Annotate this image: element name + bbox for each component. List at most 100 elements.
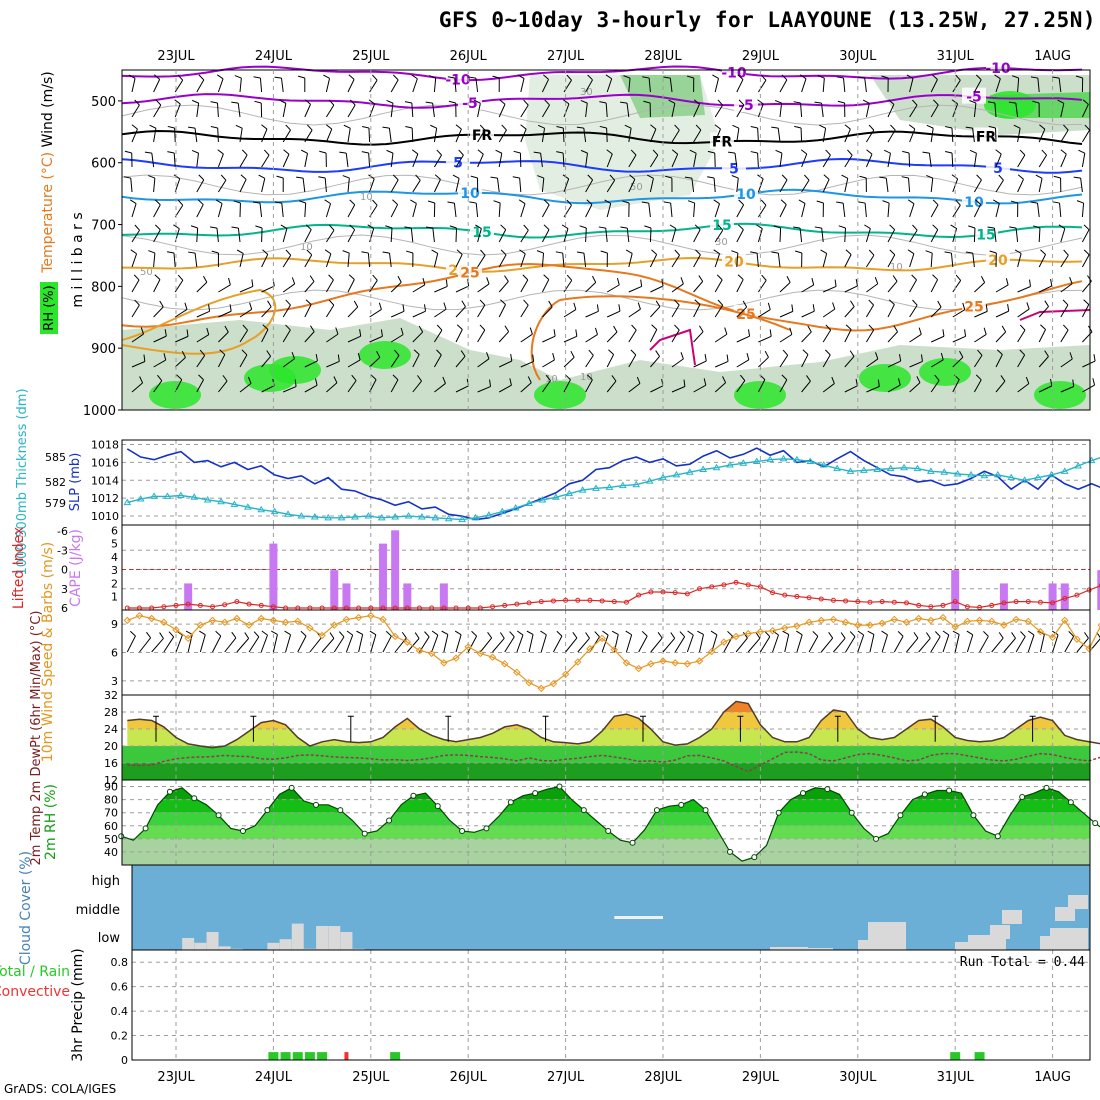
thickness-marker xyxy=(672,470,681,478)
wind-barb-flag xyxy=(670,632,676,639)
wind-barb xyxy=(388,128,392,143)
wind-barb-flag xyxy=(897,631,904,637)
wind-barb xyxy=(325,128,333,143)
wind-barb-flag xyxy=(814,101,822,104)
wind-barb-flag xyxy=(274,76,282,79)
rh-marker xyxy=(702,807,709,814)
thickness-marker xyxy=(900,463,908,471)
wind-speed-marker xyxy=(683,660,692,668)
wind-barb-flag xyxy=(1005,278,1009,286)
wind-barb-flag xyxy=(335,327,339,335)
wind-barb-flag xyxy=(994,74,1001,80)
wind-barb-flag xyxy=(262,324,269,330)
wind-barb xyxy=(174,127,176,143)
wind-barb xyxy=(995,179,1004,193)
wind-barb xyxy=(563,79,572,93)
wind-barb xyxy=(153,380,163,393)
surface-wind-barb xyxy=(893,636,904,653)
stability-frame xyxy=(121,524,1091,611)
rh-marker xyxy=(726,848,733,855)
wind-barb-flag xyxy=(208,304,211,312)
wind-barb-flag xyxy=(413,349,420,355)
wind-barb-flag xyxy=(469,201,477,204)
wind-barb-flag xyxy=(1020,631,1026,637)
surface-wind-barb xyxy=(1039,634,1045,653)
wind-barb xyxy=(1038,178,1043,193)
wind-barb-flag xyxy=(361,151,369,154)
wind-barb xyxy=(714,229,724,243)
wind-barb-flag xyxy=(425,226,433,229)
pressure-tick-label: 700 xyxy=(91,219,116,234)
wind-barb-flag xyxy=(964,329,967,337)
wind-barb xyxy=(389,253,392,268)
wind-barb-flag xyxy=(385,630,392,637)
wind-barb xyxy=(174,103,181,118)
wind-barb xyxy=(779,379,788,393)
pressure-tick-label: 800 xyxy=(91,280,116,295)
surface-wind-barb xyxy=(163,636,175,653)
wind-barb-flag xyxy=(467,279,470,287)
wind-barb-flag xyxy=(134,224,140,231)
wind-barb xyxy=(1060,228,1066,243)
surface-wind-barb xyxy=(674,636,686,653)
wind-barb-flag xyxy=(173,174,181,180)
wind-barb-flag xyxy=(199,630,206,636)
wind-barb-flag xyxy=(490,176,498,179)
wind-barb-flag xyxy=(942,630,950,636)
rh-marker xyxy=(507,799,514,806)
wind-speed-marker xyxy=(537,684,545,693)
wind-barb-flag xyxy=(728,151,736,154)
wind-barb-flag xyxy=(544,99,550,106)
surface-wind-barb xyxy=(492,638,505,653)
contour-label-bg xyxy=(986,250,1010,267)
wind-barb-flag xyxy=(1035,174,1043,179)
wind-barb xyxy=(520,203,526,218)
wind-speed-marker xyxy=(1024,617,1032,626)
wind-barb xyxy=(542,335,556,343)
contour-label-bg xyxy=(734,185,758,202)
precip-frame xyxy=(131,949,1091,1061)
date-label-bottom: 30JUL xyxy=(839,1070,877,1085)
wind-barb-flag xyxy=(952,630,960,635)
wind-barb-flag xyxy=(831,376,835,384)
wind-barb-flag xyxy=(983,631,989,637)
low-cloud-bar xyxy=(303,948,316,950)
wind-speed-marker xyxy=(294,617,302,626)
wind-barb xyxy=(779,153,783,168)
wind-barb xyxy=(995,380,1006,393)
wind-barb-flag xyxy=(874,277,879,284)
wind-barb-flag xyxy=(1057,99,1065,104)
surface-wind-barb xyxy=(1064,636,1075,653)
wind-barb xyxy=(628,329,637,343)
wind-speed-marker xyxy=(829,615,838,624)
surface-wind-barb xyxy=(431,634,439,653)
wind-barb xyxy=(153,306,164,318)
low-cloud-bar xyxy=(868,922,906,950)
wind-barb-flag xyxy=(306,124,313,131)
wind-barb-flag xyxy=(124,150,132,154)
thickness-marker xyxy=(404,512,413,519)
wind-barb-flag xyxy=(1072,379,1075,387)
wind-barb-flag xyxy=(945,151,953,154)
wind-barb-flag xyxy=(198,174,205,181)
wind-barb xyxy=(131,333,144,343)
lifted-index-marker xyxy=(258,602,264,608)
wind-barb xyxy=(930,178,934,193)
wind-barb xyxy=(390,379,399,393)
wind-barb xyxy=(800,103,803,118)
wind-barb-flag xyxy=(771,251,779,254)
wind-barb-flag xyxy=(859,175,867,179)
wind-barb-flag xyxy=(191,99,199,104)
date-label-top: 23JUL xyxy=(157,49,195,64)
wind-barb-flag xyxy=(154,74,160,80)
wind-barb xyxy=(822,253,828,268)
wind-barb-flag xyxy=(912,99,918,106)
cloud-level-label: middle xyxy=(76,903,120,918)
precip-tick-label: 0 xyxy=(121,1054,128,1067)
wind-barb-flag xyxy=(452,174,460,179)
date-label-bottom: 24JUL xyxy=(255,1070,293,1085)
wind-barb-flag xyxy=(527,376,532,383)
precip-bar xyxy=(344,1052,349,1060)
wind-speed-marker xyxy=(744,629,752,638)
